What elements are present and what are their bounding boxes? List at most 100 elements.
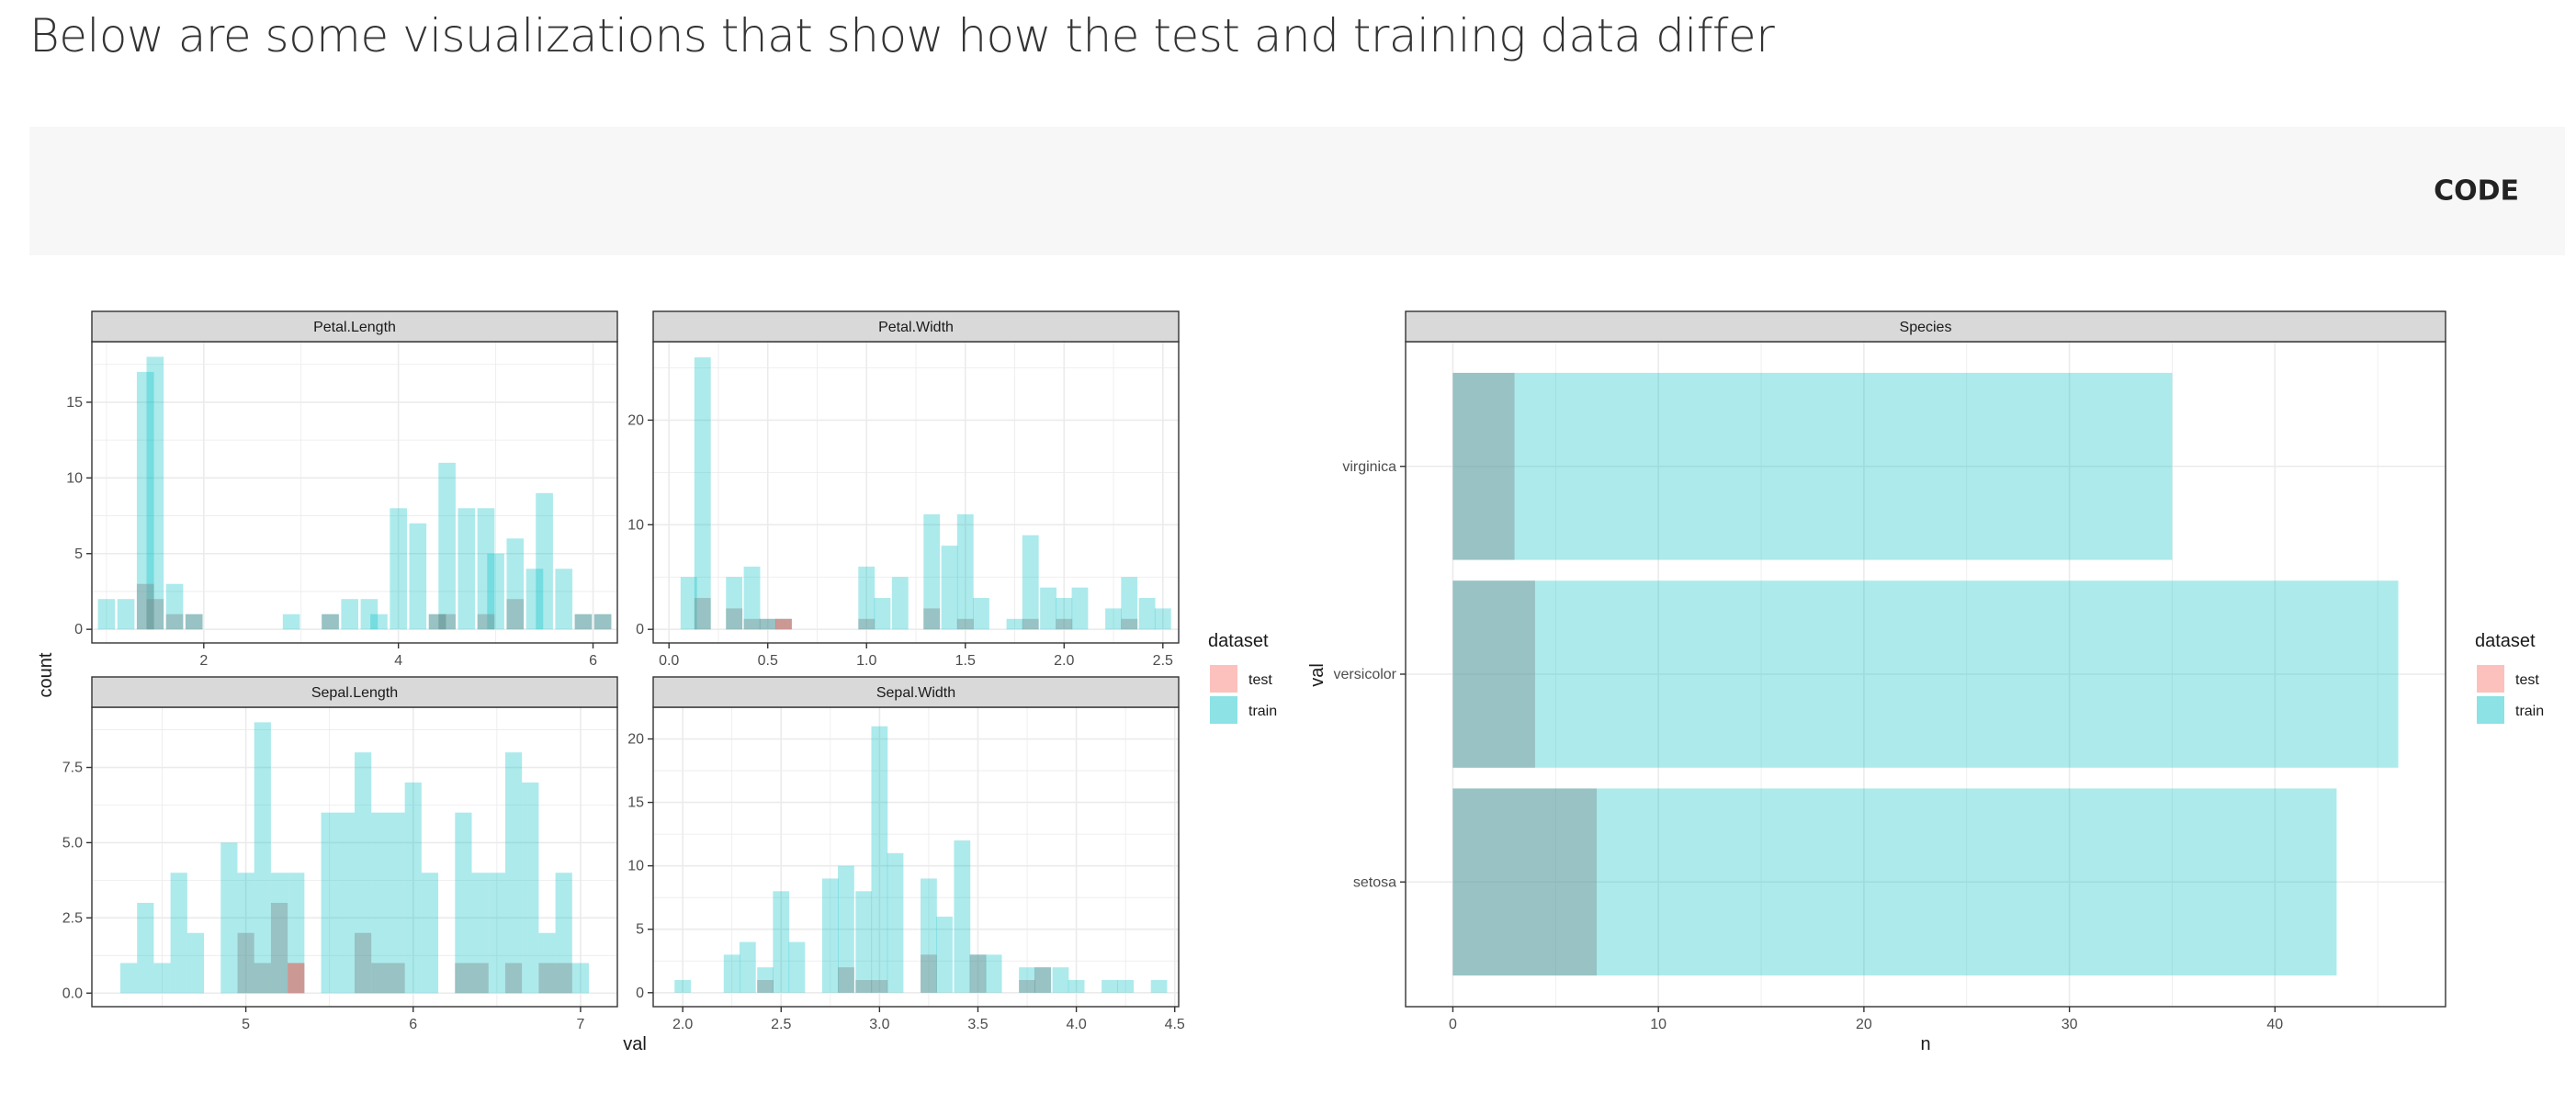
y-tick-label: 0 bbox=[636, 986, 644, 1001]
bar-train bbox=[165, 583, 184, 630]
bar-train bbox=[254, 722, 271, 994]
bar-test bbox=[921, 954, 937, 993]
facet-label: Sepal.Width bbox=[876, 685, 955, 701]
bar-train bbox=[506, 538, 525, 630]
x-tick-label: 40 bbox=[2266, 1017, 2283, 1032]
bar-test-only bbox=[775, 618, 792, 630]
bar-test-versicolor bbox=[1452, 580, 1535, 768]
bar-test bbox=[254, 963, 271, 994]
bar-train bbox=[137, 902, 154, 994]
y-tick-label: virginica bbox=[1342, 459, 1396, 475]
x-axis-title: n bbox=[1920, 1034, 1930, 1054]
bar-train bbox=[723, 954, 740, 993]
bar-train bbox=[571, 963, 590, 994]
bar-test bbox=[504, 963, 523, 994]
bar-train bbox=[428, 614, 446, 630]
bar-test bbox=[388, 963, 405, 994]
bar-train bbox=[146, 356, 164, 630]
bar-test-setosa bbox=[1452, 788, 1598, 976]
facet-strip bbox=[652, 310, 1180, 343]
bar-train bbox=[1052, 967, 1069, 993]
bar-test bbox=[428, 614, 446, 630]
bar-train bbox=[1138, 598, 1156, 630]
bar-train-setosa bbox=[1452, 788, 2337, 976]
bar-train bbox=[1150, 979, 1168, 993]
x-tick-label: 6 bbox=[409, 1017, 417, 1032]
bar-train bbox=[1040, 587, 1056, 630]
bar-test-only bbox=[288, 963, 305, 994]
bar-train bbox=[759, 618, 776, 630]
bar-test bbox=[574, 614, 593, 630]
bar-train bbox=[969, 954, 987, 993]
bar-test-virginica bbox=[1452, 372, 1515, 560]
bar-test bbox=[969, 954, 987, 993]
bar-test bbox=[538, 963, 556, 994]
y-tick-label: 20 bbox=[627, 732, 644, 748]
x-tick-label: 2.0 bbox=[672, 1017, 693, 1032]
bar-test bbox=[923, 608, 941, 630]
bar-test bbox=[1019, 979, 1035, 993]
bar-test bbox=[477, 614, 495, 630]
bar-train bbox=[757, 967, 774, 993]
x-tick-label: 2.0 bbox=[1054, 653, 1074, 669]
y-tick-label: 15 bbox=[66, 395, 83, 411]
bar-train bbox=[1121, 577, 1138, 630]
code-toggle-button[interactable]: CODE bbox=[2434, 175, 2519, 208]
bar-train bbox=[136, 371, 154, 630]
bar-train bbox=[504, 752, 523, 994]
bar-train bbox=[956, 513, 974, 630]
y-tick-label: 10 bbox=[627, 517, 644, 533]
bar-test bbox=[185, 614, 203, 630]
x-tick-label: 2.5 bbox=[771, 1017, 791, 1032]
bar-train bbox=[390, 508, 407, 630]
bar-train bbox=[525, 569, 544, 630]
bar-test bbox=[471, 963, 489, 994]
bar-train bbox=[1105, 608, 1122, 630]
bar-train bbox=[574, 614, 593, 630]
y-tick-label: 0 bbox=[636, 622, 644, 637]
y-tick-label: 0 bbox=[74, 622, 83, 637]
bar-test bbox=[855, 979, 873, 993]
bar-train bbox=[337, 812, 355, 994]
x-tick-label: 5 bbox=[242, 1017, 250, 1032]
bar-train bbox=[838, 865, 854, 993]
bar-test bbox=[165, 614, 184, 630]
y-tick-label: 20 bbox=[627, 412, 644, 428]
bar-test bbox=[858, 618, 876, 630]
bar-train bbox=[404, 782, 422, 994]
bar-train bbox=[409, 523, 427, 630]
bar-train bbox=[887, 852, 904, 993]
x-tick-label: 3.5 bbox=[967, 1017, 988, 1032]
bar-train bbox=[694, 357, 711, 630]
y-tick-label: 5 bbox=[636, 922, 644, 938]
bar-test bbox=[270, 902, 288, 994]
x-tick-label: 4 bbox=[394, 653, 402, 669]
bar-train bbox=[97, 599, 116, 630]
y-tick-label: 5.0 bbox=[62, 835, 83, 851]
x-tick-label: 3.0 bbox=[869, 1017, 889, 1032]
bar-train bbox=[954, 840, 971, 993]
y-tick-label: 2.5 bbox=[62, 910, 83, 926]
bar-test bbox=[838, 967, 854, 993]
x-tick-label: 1.0 bbox=[856, 653, 876, 669]
bar-test bbox=[759, 618, 776, 630]
x-tick-label: 4.5 bbox=[1165, 1017, 1185, 1032]
x-tick-label: 10 bbox=[1650, 1017, 1666, 1032]
bar-train bbox=[674, 979, 692, 993]
y-tick-label: 5 bbox=[74, 546, 83, 562]
bar-train bbox=[153, 963, 171, 994]
bar-test bbox=[355, 932, 372, 994]
bar-train bbox=[1034, 967, 1052, 993]
bar-train bbox=[458, 508, 476, 630]
bar-train bbox=[1019, 967, 1035, 993]
bar-train-virginica bbox=[1452, 372, 2173, 560]
bar-train bbox=[388, 812, 405, 994]
bar-train bbox=[1102, 979, 1118, 993]
x-tick-label: 20 bbox=[1856, 1017, 1872, 1032]
bar-train bbox=[117, 599, 135, 630]
bar-train bbox=[538, 932, 556, 994]
bar-test bbox=[1022, 618, 1039, 630]
bar-test bbox=[237, 932, 254, 994]
bar-test bbox=[1121, 618, 1138, 630]
